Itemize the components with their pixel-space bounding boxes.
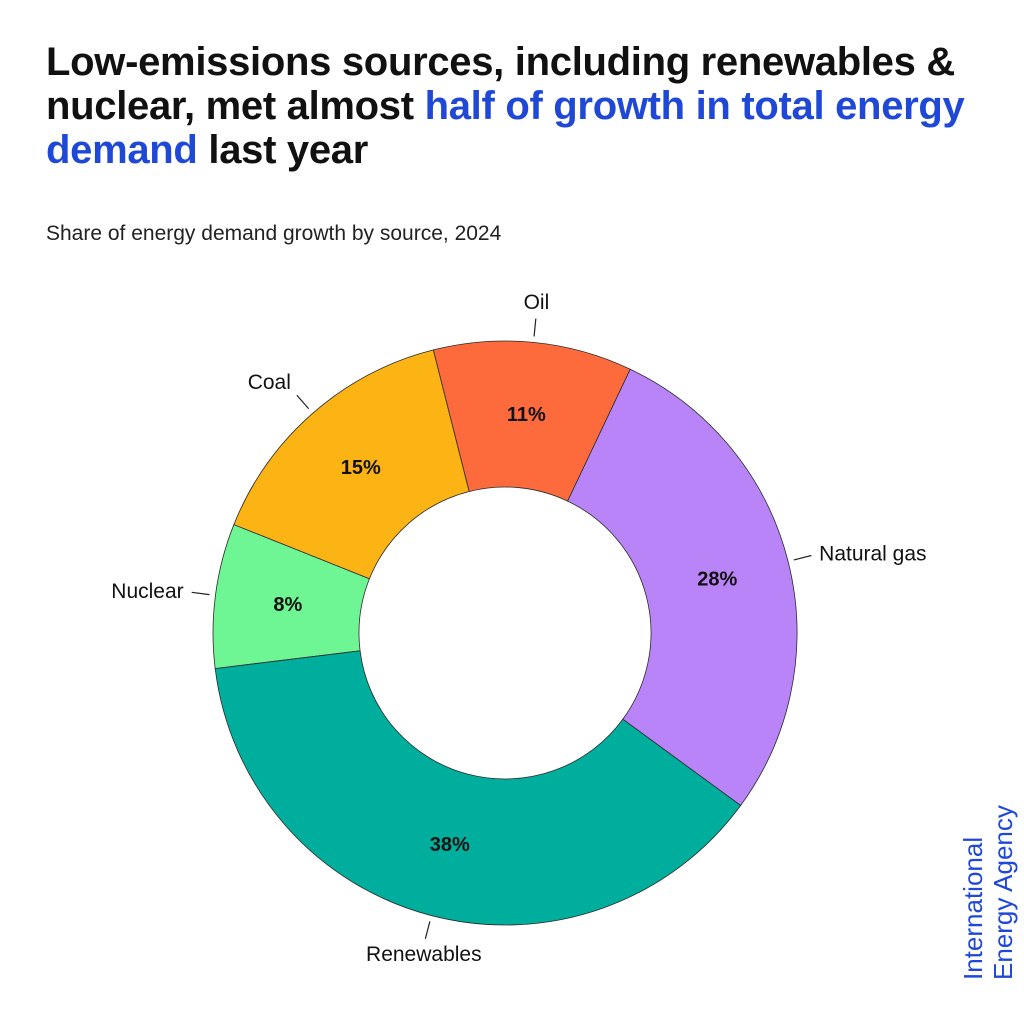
title-part-1: Low-emissions sources, including renewab…: [46, 40, 955, 128]
category-label-oil: Oil: [524, 291, 550, 314]
value-label-renewables: 38%: [430, 834, 470, 856]
leader-line-coal: [296, 394, 310, 410]
brand-line-2: Energy Agency: [988, 805, 1018, 980]
brand-line-1: International: [958, 836, 988, 980]
slice-renewables: [214, 650, 742, 926]
slice-coal: [233, 349, 470, 580]
category-label-nuclear: Nuclear: [111, 580, 183, 603]
value-label-natural-gas: 28%: [697, 568, 737, 590]
iea-logo: International Energy Agency: [958, 805, 1018, 980]
leader-line-nuclear: [191, 591, 210, 596]
value-label-coal: 15%: [341, 457, 381, 479]
leader-line-oil: [533, 318, 537, 337]
category-label-coal: Coal: [248, 371, 291, 394]
chart-subtitle: Share of energy demand growth by source,…: [46, 222, 502, 245]
category-label-natural-gas: Natural gas: [819, 543, 926, 566]
value-label-oil: 11%: [507, 404, 546, 426]
category-label-renewables: Renewables: [366, 943, 482, 966]
leader-line-renewables: [424, 921, 431, 939]
leader-line-natural-gas: [793, 554, 812, 561]
title-highlight: half of growth in total energy demand: [46, 84, 965, 172]
title-part-2: last year: [197, 128, 369, 172]
value-label-nuclear: 8%: [273, 594, 302, 616]
chart-title: Low-emissions sources, including renewab…: [46, 40, 976, 172]
slice-natural-gas: [567, 368, 798, 807]
